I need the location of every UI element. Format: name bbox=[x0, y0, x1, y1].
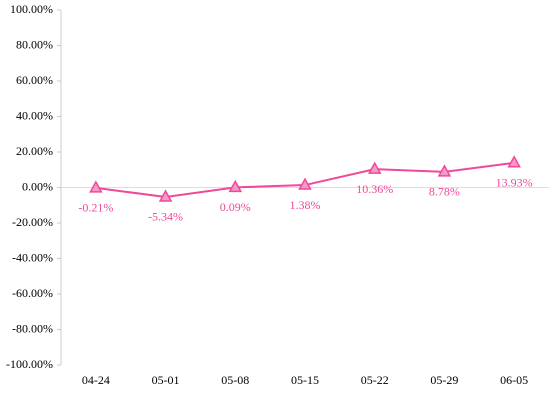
x-tick-label: 05-08 bbox=[221, 373, 249, 387]
x-tick-label: 06-05 bbox=[500, 373, 528, 387]
y-tick-label: -20.00% bbox=[12, 215, 53, 229]
value-label: 13.93% bbox=[496, 176, 533, 190]
point-marker bbox=[507, 155, 521, 168]
y-tick-label: 20.00% bbox=[16, 144, 53, 158]
point-marker bbox=[437, 164, 452, 177]
value-label: 8.78% bbox=[429, 185, 460, 199]
x-tick-label: 05-01 bbox=[152, 373, 180, 387]
value-label: 10.36% bbox=[356, 182, 393, 196]
point-marker bbox=[89, 180, 103, 193]
point-marker bbox=[158, 189, 173, 202]
value-label: 1.38% bbox=[290, 198, 321, 212]
y-tick-label: -80.00% bbox=[12, 321, 53, 335]
x-tick-label: 05-29 bbox=[430, 373, 458, 387]
y-tick-label: 100.00% bbox=[10, 2, 53, 16]
point-marker bbox=[228, 179, 243, 193]
value-label: 0.09% bbox=[220, 200, 251, 214]
value-label: -5.34% bbox=[148, 210, 183, 224]
y-tick-label: -100.00% bbox=[6, 357, 53, 371]
point-marker bbox=[298, 177, 312, 190]
y-tick-label: 60.00% bbox=[16, 73, 53, 87]
y-tick-label: -60.00% bbox=[12, 286, 53, 300]
y-tick-label: 0.00% bbox=[22, 179, 53, 193]
y-tick-label: -40.00% bbox=[12, 250, 53, 264]
x-tick-label: 05-15 bbox=[291, 373, 319, 387]
y-tick-label: 40.00% bbox=[16, 108, 53, 122]
y-tick-label: 80.00% bbox=[16, 37, 53, 51]
x-tick-label: 04-24 bbox=[82, 373, 110, 387]
value-label: -0.21% bbox=[78, 201, 113, 215]
x-tick-label: 05-22 bbox=[361, 373, 389, 387]
point-marker bbox=[367, 161, 382, 174]
